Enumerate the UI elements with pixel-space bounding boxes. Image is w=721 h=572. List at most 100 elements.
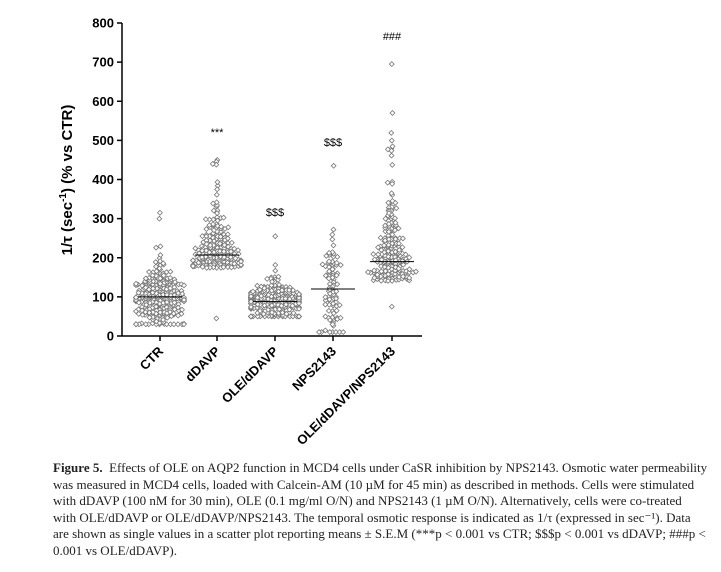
data-point — [389, 180, 396, 187]
y-axis-label: 1/τ (sec-1) (% vs CTR) — [58, 105, 76, 256]
data-point — [389, 143, 396, 150]
data-point — [254, 313, 261, 320]
data-point — [392, 235, 399, 242]
caption-label: Figure 5. — [53, 460, 103, 475]
data-point — [395, 265, 402, 272]
data-point — [249, 288, 256, 295]
data-point — [231, 245, 238, 252]
x-category-label: OLE/dDAVP/NPS2143 — [294, 344, 398, 448]
data-point — [248, 293, 254, 300]
data-point — [385, 248, 392, 255]
data-point — [289, 302, 296, 309]
data-point — [202, 253, 209, 260]
data-point — [139, 282, 146, 289]
data-point — [135, 310, 142, 317]
data-point — [286, 306, 293, 313]
data-point — [327, 290, 333, 297]
data-point — [210, 227, 217, 234]
y-tick-label: 700 — [92, 55, 114, 70]
data-point — [283, 301, 289, 308]
data-point — [268, 282, 275, 289]
data-point — [322, 301, 329, 308]
data-point — [153, 268, 160, 275]
data-point — [272, 267, 279, 274]
data-point — [153, 244, 160, 251]
data-point — [375, 244, 382, 251]
data-point — [218, 223, 225, 230]
data-point — [175, 304, 182, 311]
x-category-label: NPS2143 — [289, 344, 339, 394]
data-point — [323, 252, 330, 259]
data-point — [278, 302, 285, 309]
data-point — [389, 277, 396, 284]
data-point — [216, 248, 223, 255]
data-point — [199, 233, 206, 240]
data-point — [214, 179, 221, 186]
data-point — [399, 244, 406, 251]
data-point — [296, 305, 302, 312]
data-point — [254, 301, 261, 308]
data-point — [290, 310, 297, 317]
data-point — [167, 274, 174, 281]
data-point — [389, 161, 396, 168]
data-point — [232, 255, 239, 262]
data-point — [319, 261, 326, 268]
data-point — [170, 321, 177, 328]
data-point — [393, 205, 400, 212]
data-point — [248, 313, 254, 320]
data-point — [276, 281, 283, 288]
data-point — [332, 329, 339, 336]
data-point — [388, 137, 395, 144]
data-point — [254, 282, 261, 289]
data-point — [326, 258, 333, 265]
data-point — [149, 289, 156, 296]
data-point — [199, 263, 206, 270]
data-point — [337, 314, 344, 321]
data-point — [210, 200, 217, 207]
data-point — [170, 310, 177, 317]
data-point — [340, 329, 347, 336]
mean-lines — [138, 254, 414, 303]
data-point — [286, 287, 293, 294]
significance-label: *** — [211, 127, 225, 139]
data-point — [388, 190, 395, 197]
data-point — [325, 307, 332, 314]
data-point — [248, 303, 254, 310]
data-point — [336, 302, 343, 309]
data-point — [326, 268, 333, 275]
data-point — [392, 248, 399, 255]
data-point — [146, 286, 152, 293]
data-point — [172, 279, 178, 286]
data-point — [224, 235, 231, 242]
data-point — [160, 272, 167, 279]
data-point — [157, 243, 164, 250]
data-point — [365, 269, 371, 276]
y-tick-label: 200 — [92, 250, 114, 265]
data-point — [296, 294, 302, 301]
data-point — [167, 308, 174, 315]
data-point — [154, 285, 160, 292]
data-point — [181, 282, 187, 289]
data-point — [386, 210, 392, 217]
data-point — [406, 274, 413, 281]
data-point — [160, 260, 167, 267]
data-point — [135, 289, 142, 296]
data-point — [157, 252, 164, 258]
data-point — [330, 310, 337, 317]
data-point — [133, 321, 139, 328]
data-point — [385, 241, 392, 248]
data-point — [190, 263, 196, 270]
data-point — [330, 253, 337, 260]
data-point — [181, 296, 187, 303]
data-point — [235, 247, 242, 254]
data-point — [381, 263, 388, 270]
data-point — [389, 240, 396, 247]
data-point — [146, 314, 153, 321]
data-point — [135, 299, 142, 306]
data-point — [329, 321, 336, 328]
data-point — [333, 272, 340, 279]
caption-text: Effects of OLE on AQP2 function in MCD4 … — [53, 460, 708, 558]
significance-label: ### — [383, 31, 402, 43]
x-category-label: CTR — [137, 343, 167, 373]
data-point — [375, 251, 382, 258]
